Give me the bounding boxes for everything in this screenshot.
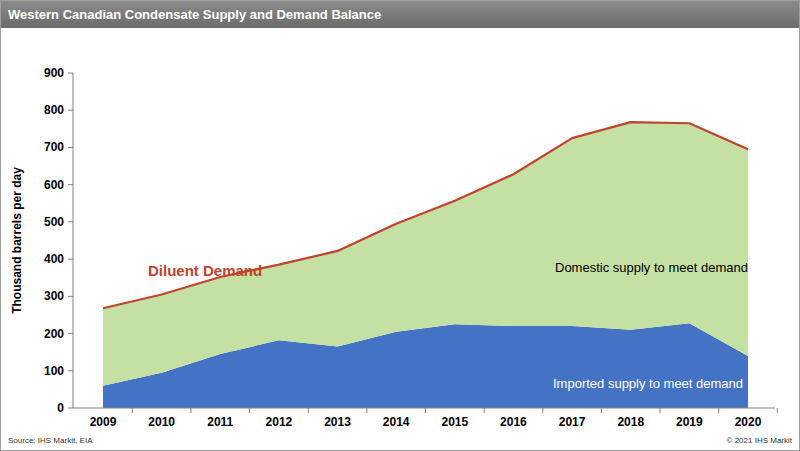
- x-tick-label: 2009: [90, 415, 117, 429]
- title: Western Canadian Condensate Supply and D…: [8, 7, 381, 22]
- x-tick: [601, 408, 602, 413]
- y-tick-label: 400: [44, 252, 64, 266]
- y-tick-label: 100: [44, 364, 64, 378]
- x-tick: [132, 408, 133, 413]
- x-tick-label: 2014: [383, 415, 410, 429]
- x-tick-label: 2012: [266, 415, 293, 429]
- axes: 0 100 200 300 400 500 600 700 800 900 2009 2010 2011…: [44, 66, 777, 429]
- y-tick: [68, 333, 73, 334]
- plot-area: [103, 122, 748, 408]
- y-tick-label: 500: [44, 215, 64, 229]
- y-tick: [68, 296, 73, 297]
- y-tick: [68, 259, 73, 260]
- x-tick: [308, 408, 309, 413]
- x-tick: [249, 408, 250, 413]
- x-tick: [542, 408, 543, 413]
- y-tick-label: 800: [44, 103, 64, 117]
- x-tick-label: 2015: [441, 415, 468, 429]
- series-label: Domestic supply to meet demand: [555, 260, 748, 275]
- x-tick-label: 2018: [617, 415, 644, 429]
- chart: Western Canadian Condensate Supply and D…: [0, 0, 800, 451]
- x-tick-label: 2010: [148, 415, 175, 429]
- x-tick: [777, 408, 778, 413]
- y-tick: [68, 147, 73, 148]
- series-label: Imported supply to meet demand: [553, 376, 743, 391]
- x-tick: [425, 408, 426, 413]
- title-bar: [1, 1, 799, 28]
- y-tick: [68, 370, 73, 371]
- y-tick-label: 600: [44, 178, 64, 192]
- y-tick: [68, 184, 73, 185]
- x-tick-label: 2017: [559, 415, 586, 429]
- x-tick: [484, 408, 485, 413]
- y-tick-label: 0: [57, 401, 64, 415]
- source-note: Source: IHS Markit, EIA: [8, 436, 93, 445]
- y-tick-label: 700: [44, 140, 64, 154]
- x-tick: [660, 408, 661, 413]
- x-tick-label: 2016: [500, 415, 527, 429]
- y-axis-line: [73, 73, 74, 408]
- y-axis-title: Thousand barrels per day: [10, 167, 24, 314]
- x-tick: [366, 408, 367, 413]
- y-tick: [68, 221, 73, 222]
- y-tick: [68, 110, 73, 111]
- copyright-note: © 2021 IHS Markit: [727, 436, 793, 445]
- y-tick-label: 300: [44, 289, 64, 303]
- y-tick-label: 200: [44, 327, 64, 341]
- y-tick: [68, 408, 73, 409]
- y-tick-label: 900: [44, 66, 64, 80]
- x-tick: [190, 408, 191, 413]
- frame: [1, 1, 800, 451]
- x-tick-label: 2013: [324, 415, 351, 429]
- x-axis-line: [73, 408, 775, 409]
- x-tick: [718, 408, 719, 413]
- y-tick: [68, 73, 73, 74]
- x-tick-label: 2019: [676, 415, 703, 429]
- area-series: [103, 122, 748, 386]
- line-series: [103, 122, 748, 308]
- x-tick-label: 2020: [735, 415, 762, 429]
- x-tick-label: 2011: [207, 415, 233, 429]
- series-label: Diluent Demand: [148, 262, 262, 279]
